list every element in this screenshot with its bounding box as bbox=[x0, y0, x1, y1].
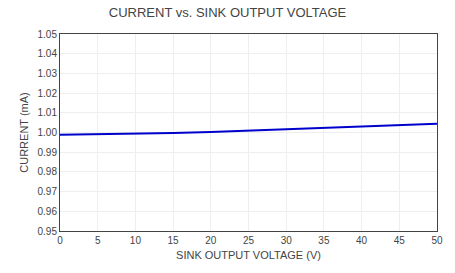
svg-text:1.05: 1.05 bbox=[38, 29, 58, 40]
svg-text:50: 50 bbox=[431, 235, 443, 246]
svg-text:15: 15 bbox=[168, 235, 180, 246]
svg-text:45: 45 bbox=[394, 235, 406, 246]
svg-text:CURRENT (mA): CURRENT (mA) bbox=[18, 92, 30, 172]
svg-text:0.97: 0.97 bbox=[38, 186, 58, 197]
svg-text:25: 25 bbox=[243, 235, 255, 246]
svg-text:0.96: 0.96 bbox=[38, 206, 58, 217]
svg-text:40: 40 bbox=[356, 235, 368, 246]
svg-text:5: 5 bbox=[95, 235, 101, 246]
svg-text:10: 10 bbox=[130, 235, 142, 246]
svg-text:CURRENT vs. SINK OUTPUT VOLTAG: CURRENT vs. SINK OUTPUT VOLTAGE bbox=[109, 5, 347, 20]
svg-text:1.02: 1.02 bbox=[38, 88, 58, 99]
svg-text:0: 0 bbox=[57, 235, 63, 246]
svg-text:0.98: 0.98 bbox=[38, 166, 58, 177]
svg-text:1.04: 1.04 bbox=[38, 48, 58, 59]
svg-text:0.99: 0.99 bbox=[38, 147, 58, 158]
svg-text:0.95: 0.95 bbox=[38, 226, 58, 237]
svg-text:SINK OUTPUT VOLTAGE (V): SINK OUTPUT VOLTAGE (V) bbox=[176, 249, 321, 261]
svg-text:1.03: 1.03 bbox=[38, 68, 58, 79]
svg-text:1.01: 1.01 bbox=[38, 107, 58, 118]
svg-text:35: 35 bbox=[318, 235, 330, 246]
svg-text:1.00: 1.00 bbox=[38, 127, 58, 138]
svg-text:20: 20 bbox=[205, 235, 217, 246]
svg-text:30: 30 bbox=[281, 235, 293, 246]
